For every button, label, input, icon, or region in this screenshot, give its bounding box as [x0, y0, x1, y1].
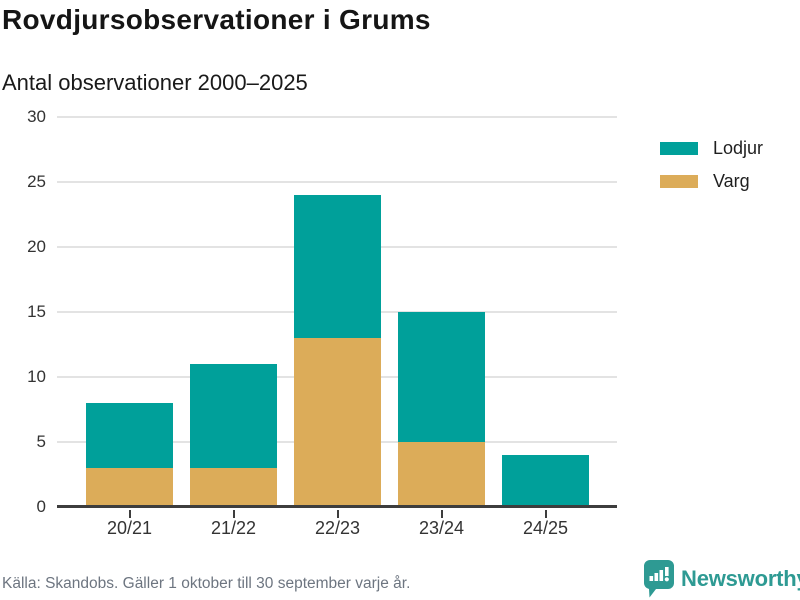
x-tick — [232, 510, 235, 518]
x-tick — [128, 510, 131, 518]
x-tick — [440, 510, 443, 518]
brand-logo: Newsworthy — [644, 560, 800, 598]
legend-swatch-varg — [660, 175, 698, 188]
bar-lodjur-24-25 — [502, 455, 589, 507]
bar-lodjur-22-23 — [294, 195, 381, 338]
x-tick — [336, 510, 339, 518]
brand-name: Newsworthy — [681, 566, 800, 591]
x-tick — [544, 510, 547, 518]
bar-lodjur-20-21 — [86, 403, 173, 468]
legend-item-lodjur: Lodjur — [660, 138, 763, 159]
x-axis-line — [57, 505, 617, 508]
y-tick-label: 10 — [27, 367, 46, 386]
legend-label: Lodjur — [713, 138, 764, 158]
chart-subtitle: Antal observationer 2000–2025 — [2, 70, 308, 95]
y-tick-label: 0 — [36, 497, 46, 516]
y-tick-label: 5 — [36, 432, 46, 451]
bar-lodjur-21-22 — [190, 364, 277, 468]
legend-item-varg: Varg — [660, 171, 763, 192]
legend-label: Varg — [713, 171, 750, 191]
y-tick-label: 25 — [27, 172, 46, 191]
plot-area — [57, 116, 617, 518]
y-tick-label: 30 — [27, 107, 46, 126]
bar-varg-20-21 — [86, 468, 173, 507]
x-tick-label: 22/23 — [314, 518, 361, 538]
bar-lodjur-23-24 — [398, 312, 485, 442]
gridline-y30 — [57, 116, 617, 118]
source-note: Källa: Skandobs. Gäller 1 oktober till 3… — [2, 575, 411, 592]
x-tick-label: 24/25 — [522, 518, 569, 538]
chart-title: Rovdjursobservationer i Grums — [2, 4, 431, 35]
x-axis-labels: 20/21 21/22 22/23 23/24 24/25 — [57, 518, 617, 542]
gridline-y25 — [57, 181, 617, 183]
bar-varg-22-23 — [294, 338, 381, 507]
x-tick-label: 23/24 — [418, 518, 465, 538]
y-tick-label: 20 — [27, 237, 46, 256]
y-axis-labels: 0 5 10 15 20 25 30 — [0, 107, 46, 516]
legend-swatch-lodjur — [660, 142, 698, 155]
newsworthy-icon — [644, 560, 674, 598]
x-tick-label: 21/22 — [210, 518, 257, 538]
x-tick-label: 20/21 — [106, 518, 153, 538]
bar-varg-23-24 — [398, 442, 485, 507]
legend: Lodjur Varg — [660, 138, 763, 192]
bar-varg-21-22 — [190, 468, 277, 507]
y-tick-label: 15 — [27, 302, 46, 321]
